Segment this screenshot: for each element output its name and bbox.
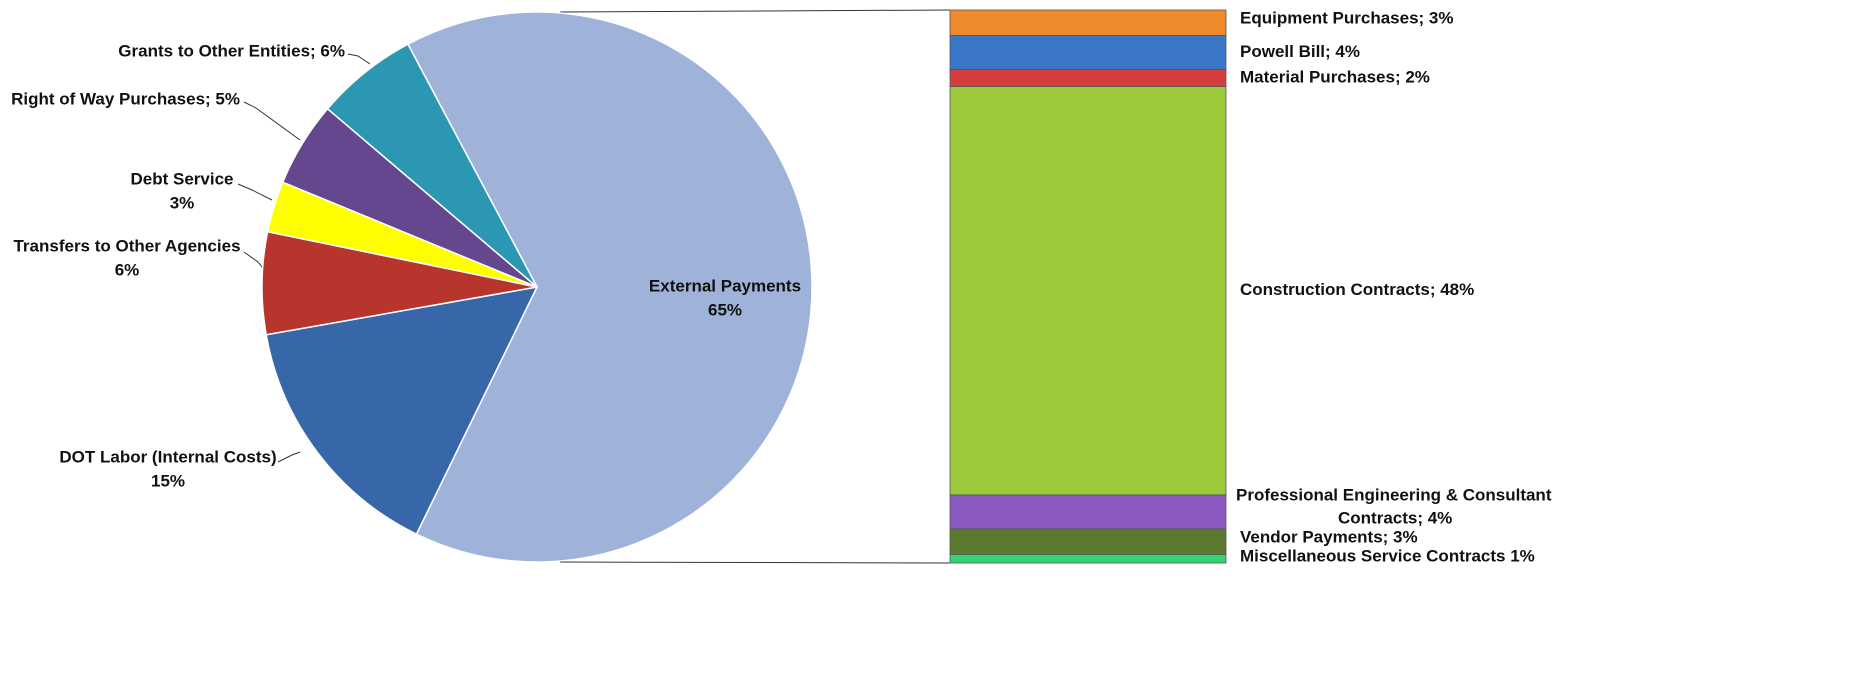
pie-label: Right of Way Purchases; 5% [11, 89, 240, 108]
bar-segment [949, 69, 1227, 87]
bar-segment [949, 528, 1227, 555]
leader-line [237, 183, 273, 201]
pie-label: 6% [115, 260, 140, 279]
bar-label: Vendor Payments; 3% [1240, 527, 1418, 546]
leader-lines [237, 53, 371, 463]
pie-slice [326, 43, 538, 288]
pie-label: 65% [708, 300, 742, 319]
pie-label: 3% [170, 193, 195, 212]
bar-segment [949, 494, 1227, 530]
bar-segment [949, 35, 1227, 70]
leader-line [243, 101, 301, 141]
bar-label: Miscellaneous Service Contracts 1% [1240, 546, 1535, 565]
bar-label: Equipment Purchases; 3% [1240, 8, 1454, 27]
bar-segment [949, 86, 1227, 496]
connector-line [559, 561, 951, 564]
pie-slice [406, 11, 813, 563]
bar-label: Powell Bill; 4% [1240, 42, 1360, 61]
pie-label: External Payments [649, 276, 801, 295]
pie-slice [265, 286, 539, 536]
bar-segment [949, 9, 1227, 36]
connector-line [559, 9, 951, 13]
pie-label: Grants to Other Entities; 6% [118, 41, 345, 60]
bar-label: Construction Contracts; 48% [1240, 280, 1474, 299]
bar-label: Professional Engineering & Consultant [1236, 485, 1552, 504]
pie-label: 15% [151, 471, 185, 490]
pie-label: Debt Service [131, 169, 234, 188]
pie-label: DOT Labor (Internal Costs) [59, 447, 276, 466]
pie-label: Transfers to Other Agencies [13, 236, 240, 255]
bar-label: Contracts; 4% [1338, 508, 1452, 527]
bar-label: Material Purchases; 2% [1240, 68, 1430, 87]
leader-line [277, 451, 301, 463]
bar-segment [949, 554, 1227, 564]
leader-line [347, 53, 371, 65]
